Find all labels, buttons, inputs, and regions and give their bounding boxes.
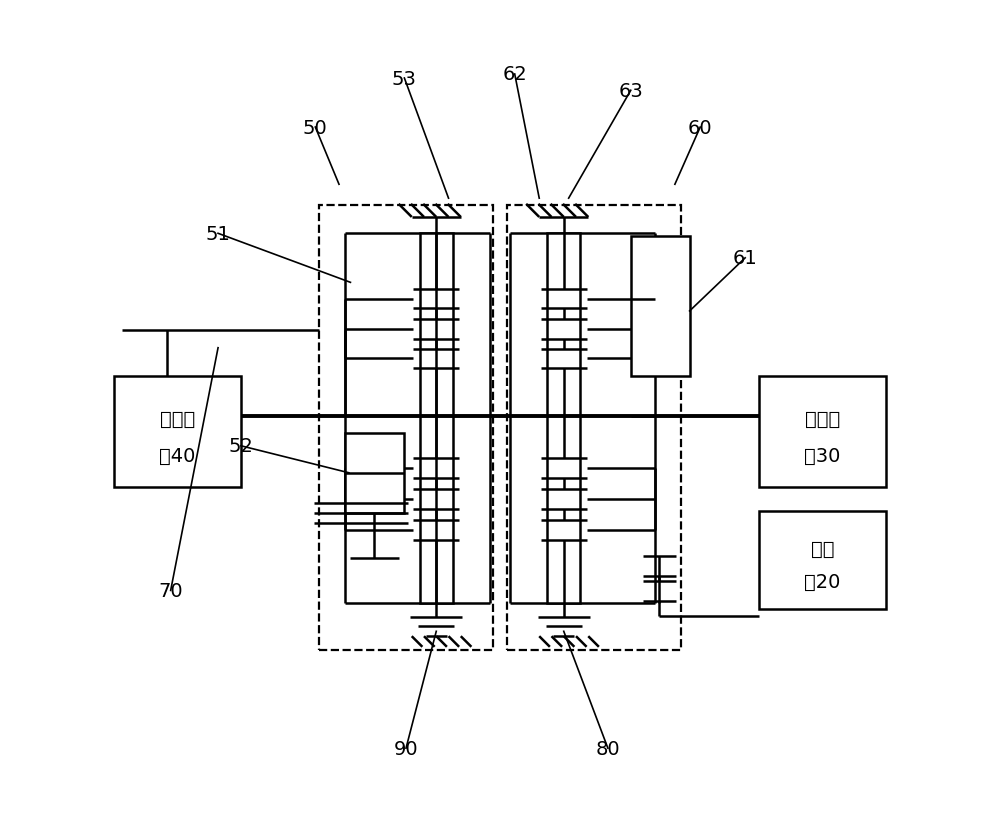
Bar bbox=[319, 206, 493, 650]
Bar bbox=[507, 206, 681, 650]
Text: 62: 62 bbox=[502, 66, 527, 84]
Bar bbox=[631, 237, 690, 377]
Bar bbox=[547, 234, 580, 604]
Bar bbox=[759, 512, 886, 609]
Text: 机30: 机30 bbox=[804, 446, 841, 466]
Text: 53: 53 bbox=[392, 70, 417, 88]
Text: 第一电: 第一电 bbox=[805, 410, 840, 428]
Text: 90: 90 bbox=[394, 739, 418, 758]
Text: 52: 52 bbox=[229, 437, 253, 455]
Text: 第二电: 第二电 bbox=[160, 410, 195, 428]
Text: 50: 50 bbox=[303, 119, 328, 138]
Text: 80: 80 bbox=[596, 739, 620, 758]
Text: 发动: 发动 bbox=[811, 539, 834, 559]
Bar bbox=[420, 234, 453, 604]
Bar bbox=[114, 377, 241, 487]
Text: 机40: 机40 bbox=[159, 446, 196, 466]
Text: 机20: 机20 bbox=[804, 572, 841, 591]
Text: 60: 60 bbox=[688, 119, 713, 138]
Text: 51: 51 bbox=[206, 224, 230, 243]
Text: 63: 63 bbox=[618, 82, 643, 101]
Text: 61: 61 bbox=[733, 249, 758, 268]
Text: 70: 70 bbox=[158, 581, 183, 600]
Bar bbox=[345, 433, 404, 514]
Bar bbox=[759, 377, 886, 487]
